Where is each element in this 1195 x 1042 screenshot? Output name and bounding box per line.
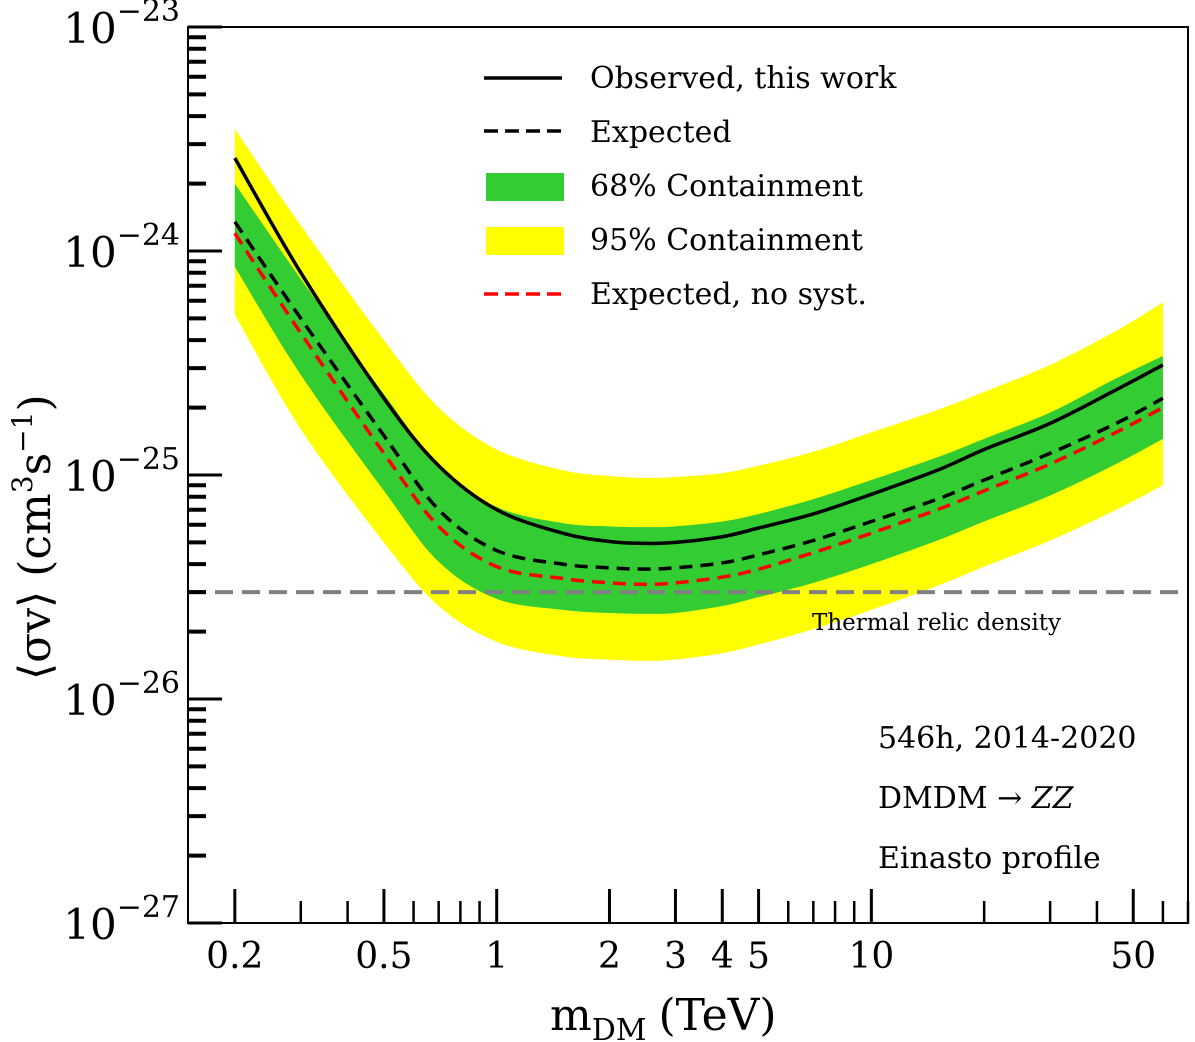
legend-label-95: 95% Containment [590,223,863,258]
annotation-channel-final-state: ZZ [1031,781,1075,816]
y-axis-title-sup2: −1 [6,412,39,453]
x-tick-label: 0.2 [206,936,263,977]
y-axis-title-mid: s [10,453,61,476]
curve-expected-no-syst [233,232,1164,587]
legend-swatch-68 [486,173,564,201]
y-tick-label: 10−24 [63,218,180,277]
x-axis-title-subscript: DM [592,1013,647,1042]
legend-swatch-95 [486,227,564,255]
curve-observed-this-work [233,157,1164,546]
legend-label-68: 68% Containment [590,169,863,204]
legend: Observed, this work Expected 68% Contain… [484,61,897,312]
y-tick-label: 10−25 [63,442,180,501]
y-tick-base: 10 [63,452,116,501]
legend-label-observed: Observed, this work [590,61,897,96]
y-tick-base: 10 [63,900,116,949]
x-axis-title-unit: (TeV) [659,990,777,1041]
y-tick-exponent: −25 [117,442,180,477]
x-tick-label: 3 [664,936,687,977]
x-tick-label: 10 [848,936,894,977]
x-axis-title: mDM (TeV) [550,990,777,1042]
legend-label-expected: Expected [590,115,732,150]
x-tick-label: 50 [1110,936,1156,977]
x-tick-label: 2 [598,936,621,977]
y-tick-base: 10 [63,4,116,53]
annotation-exposure: 546h, 2014-2020 [878,721,1137,756]
y-tick-exponent: −23 [117,0,180,29]
y-tick-exponent: −26 [117,666,180,701]
annotation-block: 546h, 2014-2020 DMDM → ZZ Einasto profil… [878,721,1137,876]
y-tick-exponent: −27 [117,890,180,925]
containment-bands [234,129,1163,661]
limit-curves [233,157,1164,587]
y-tick-base: 10 [63,228,116,277]
thermal-relic-label: Thermal relic density [812,610,1061,636]
y-axis-title-sup1: 3 [6,475,39,493]
annotation-channel-main: DMDM → [878,781,1032,816]
x-axis-title-main: m [550,990,592,1041]
y-tick-label: 10−26 [63,666,180,725]
curve-expected [233,220,1164,571]
y-tick-exponent: −24 [117,218,180,253]
y-axis-title-main: ⟨σv⟩ (cm [10,493,61,680]
x-tick-label: 4 [711,936,734,977]
band-68-containment [234,183,1163,614]
x-tick-label: 0.5 [355,936,412,977]
legend-label-nosyst: Expected, no syst. [590,277,867,312]
annotation-profile: Einasto profile [878,841,1101,876]
y-tick-label: 10−27 [63,890,180,949]
y-axis-title: ⟨σv⟩ (cm3s−1) [6,394,61,680]
x-tick-label: 5 [747,936,770,977]
y-axis-title-end: ) [10,394,61,411]
x-tick-label: 1 [485,936,508,977]
y-tick-base: 10 [63,676,116,725]
x-axis-ticks: 0.2 0.5 1 2 3 4 5 10 50 [206,889,1190,977]
y-tick-label: 10−23 [63,0,180,53]
annotation-channel: DMDM → ZZ [878,781,1075,816]
